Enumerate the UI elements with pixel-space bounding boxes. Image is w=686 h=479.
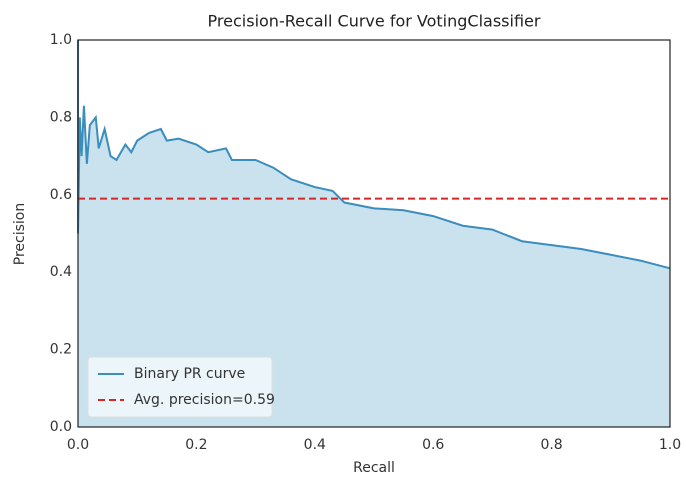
chart-title: Precision-Recall Curve for VotingClassif… xyxy=(208,12,541,31)
legend-label: Avg. precision=0.59 xyxy=(134,392,275,408)
legend-label: Binary PR curve xyxy=(134,366,245,382)
y-tick-label: 0.8 xyxy=(50,109,72,125)
x-tick-label: 0.8 xyxy=(540,437,562,453)
y-tick-label: 0.0 xyxy=(50,419,72,435)
x-tick-label: 0.6 xyxy=(422,437,444,453)
x-tick-label: 0.4 xyxy=(304,437,326,453)
y-tick-label: 1.0 xyxy=(50,32,72,48)
plot-frame xyxy=(77,39,671,428)
x-tick-label: 0.0 xyxy=(67,437,89,453)
y-tick-label: 0.6 xyxy=(50,187,72,203)
y-tick-label: 0.4 xyxy=(50,264,72,280)
y-axis-label: Precision xyxy=(12,203,28,265)
x-tick-label: 0.2 xyxy=(185,437,207,453)
y-tick-label: 0.2 xyxy=(50,342,72,358)
pr-area xyxy=(78,40,670,427)
legend-box xyxy=(87,356,273,418)
x-axis-label: Recall xyxy=(353,460,395,476)
pr-curve xyxy=(77,40,671,270)
x-tick-label: 1.0 xyxy=(659,437,681,453)
